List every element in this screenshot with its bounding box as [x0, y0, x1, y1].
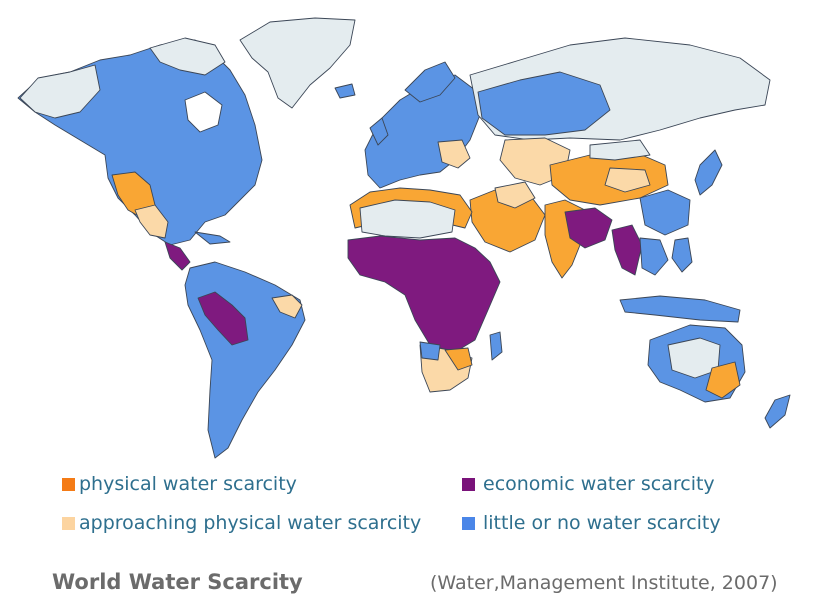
east-china: [639, 189, 691, 236]
se-asia-blue: [639, 237, 669, 276]
indonesia: [619, 295, 741, 323]
greenland: [239, 17, 356, 109]
legend-label-approaching: approaching physical water scarcity: [79, 512, 422, 534]
sahara-nodata: [359, 199, 456, 239]
africa-economic: [347, 235, 501, 353]
china-approaching: [604, 167, 651, 193]
brazil-approaching: [271, 294, 303, 319]
caribbean: [194, 231, 231, 245]
europe-approaching: [437, 139, 471, 169]
australia-physical: [705, 361, 741, 399]
legend-economic: economic water scarcity: [462, 473, 715, 495]
swatch-physical: [62, 477, 75, 491]
legend-approaching: approaching physical water scarcity: [62, 512, 421, 534]
south-america: [184, 261, 306, 459]
map-title: World Water Scarcity: [52, 570, 303, 594]
scandinavia: [404, 61, 456, 103]
legend-physical: physical water scarcity: [62, 473, 297, 495]
world-water-scarcity-map: [17, 17, 791, 459]
iceland: [334, 83, 356, 99]
se-asia-economic: [611, 224, 643, 276]
andes-economic: [197, 291, 249, 346]
legend-little: little or no water scarcity: [462, 512, 721, 534]
legend-label-little: little or no water scarcity: [483, 512, 721, 534]
arctic-islands: [149, 37, 226, 76]
alaska-north: [19, 64, 101, 119]
uk: [369, 117, 389, 146]
swatch-little: [462, 516, 475, 530]
southern-africa-blue: [419, 341, 441, 361]
central-america-economic: [164, 241, 191, 271]
madagascar: [489, 331, 503, 361]
mongolia: [589, 139, 651, 161]
new-zealand: [764, 394, 791, 429]
map-source: (Water,Management Institute, 2007): [430, 572, 778, 594]
japan: [694, 149, 723, 196]
middle-east-approaching: [494, 181, 536, 209]
legend-label-economic: economic water scarcity: [483, 473, 715, 495]
swatch-economic: [462, 477, 475, 491]
india-economic: [564, 207, 613, 249]
philippines: [671, 237, 693, 273]
russia-blue: [477, 71, 611, 136]
hudson-bay: [184, 91, 223, 133]
legend-label-physical: physical water scarcity: [79, 473, 297, 495]
mexico-approaching: [134, 204, 169, 239]
swatch-approaching: [62, 516, 75, 530]
southern-africa-physical: [444, 347, 473, 371]
